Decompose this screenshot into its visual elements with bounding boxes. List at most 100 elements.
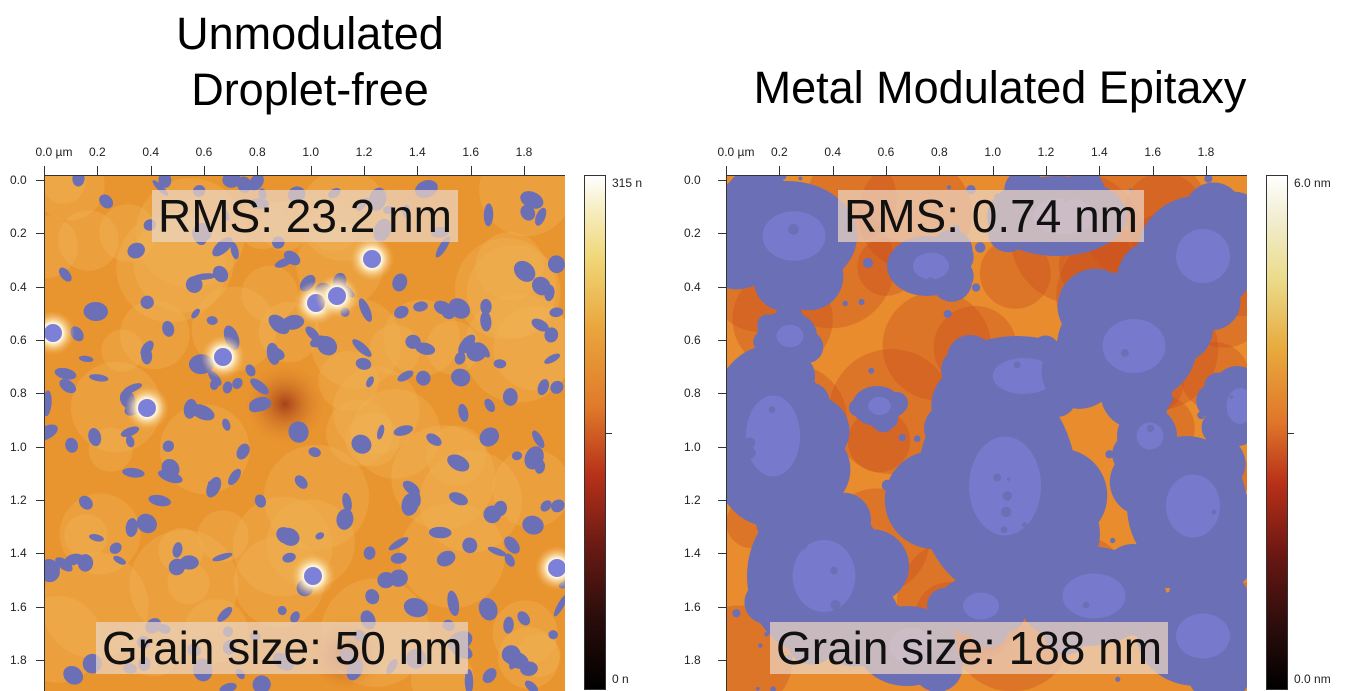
- left-x-tick: [470, 166, 472, 176]
- left-x-tick: [417, 166, 419, 176]
- right-x-tick-label: 1.8: [1197, 145, 1215, 159]
- right-y-tick: [718, 660, 726, 661]
- left-x-tick: [257, 166, 259, 176]
- left-y-tick-label: 1.0: [10, 439, 27, 454]
- right-colorbar: [1266, 175, 1288, 690]
- right-y-tick: [718, 180, 726, 181]
- right-y-tick-label: 1.2: [684, 493, 701, 507]
- left-y-tick: [36, 606, 44, 608]
- right-x-tick: [1152, 166, 1154, 176]
- right-x-tick: [779, 166, 781, 176]
- right-title: Metal Modulated Epitaxy: [753, 62, 1247, 113]
- right-x-tick: [832, 166, 834, 176]
- right-colorbar-mid-tick: [1288, 433, 1294, 434]
- left-x-tick-label: 0.2: [88, 145, 106, 159]
- left-afm-panel: 0.0 µm 0.2 0.4 0.6 0.8 1.0 1.2 1.4 1.6 1.8 0.0 0.2…: [0, 138, 680, 691]
- left-y-tick: [36, 180, 44, 181]
- left-afm-texture: [45, 176, 565, 691]
- left-y-tick-label: 1.8: [10, 653, 27, 667]
- left-y-tick: [36, 233, 44, 235]
- right-y-tick-label: 1.8: [684, 653, 701, 667]
- left-x-tick: [364, 166, 365, 176]
- left-y-tick: [36, 340, 44, 341]
- left-y-tick-label: 1.2: [10, 493, 27, 507]
- left-x-tick: [524, 166, 525, 176]
- left-title-line1: Unmodulated: [176, 8, 444, 59]
- right-x-tick: [939, 166, 941, 176]
- right-x-tick-label: 0.6: [877, 145, 895, 159]
- left-y-tick: [36, 393, 44, 395]
- right-x-tick: [1099, 166, 1101, 176]
- right-x-tick-label: 1.0: [984, 145, 1001, 159]
- right-x-tick-label: 0.4: [824, 145, 841, 159]
- left-x-tick-label: 0.8: [248, 145, 266, 159]
- right-afm-texture: [727, 176, 1247, 691]
- right-x-tick-label: 1.6: [1144, 145, 1161, 159]
- left-x-tick-label: 0.4: [142, 145, 159, 159]
- left-x-tick-label: 1.0: [302, 145, 319, 159]
- left-x-tick: [204, 166, 205, 176]
- right-y-tick-label: 0.8: [684, 386, 701, 401]
- left-y-tick: [36, 500, 44, 501]
- left-rms-label: RMS: 23.2 nm: [152, 190, 458, 242]
- left-x-tick-label: 0.6: [195, 145, 213, 159]
- left-x-tick-label: 0.0 µm: [35, 145, 73, 159]
- left-y-tick-label: 0.0: [10, 173, 27, 187]
- right-afm-image: [726, 175, 1247, 691]
- left-y-tick-label: 1.6: [10, 599, 27, 614]
- right-y-tick: [718, 393, 726, 395]
- left-x-tick-label: 1.6: [462, 145, 479, 159]
- right-x-tick-label: 0.0 µm: [717, 145, 755, 159]
- left-x-tick: [97, 166, 99, 176]
- right-x-tick-label: 1.2: [1037, 145, 1055, 159]
- left-colorbar-mid-tick: [606, 433, 612, 434]
- right-y-tick: [718, 606, 726, 608]
- right-y-tick: [718, 233, 726, 235]
- left-title: Unmodulated Droplet-free: [40, 6, 580, 118]
- right-x-tick: [992, 166, 994, 176]
- right-afm-panel: 0.0 µm 0.2 0.4 0.6 0.8 1.0 1.2 1.4 1.6 1.8 0.0 0.2…: [674, 138, 1349, 691]
- right-y-tick: [718, 500, 726, 501]
- right-colorbar-max: 6.0 nm: [1294, 176, 1331, 190]
- right-y-tick-label: 0.4: [684, 279, 701, 294]
- right-x-tick: [886, 166, 887, 176]
- right-y-tick-label: 0.6: [684, 333, 701, 347]
- left-title-line2: Droplet-free: [191, 64, 429, 115]
- right-colorbar-min: 0.0 nm: [1294, 672, 1331, 686]
- left-y-tick-label: 0.8: [10, 386, 27, 401]
- right-y-tick: [718, 340, 726, 341]
- left-y-tick: [36, 660, 44, 661]
- left-x-tick-label: 1.4: [408, 145, 426, 159]
- left-x-tick: [310, 166, 312, 176]
- right-y-tick: [718, 446, 726, 448]
- right-x-tick: [1046, 166, 1047, 176]
- right-x-tick-label: 0.8: [930, 145, 948, 159]
- right-grain-size-label: Grain size: 188 nm: [770, 622, 1169, 674]
- right-y-tick-label: 0.0: [684, 173, 701, 187]
- right-x-tick: [726, 166, 727, 176]
- right-x-tick-label: 0.2: [770, 145, 788, 159]
- left-x-tick: [44, 166, 45, 176]
- left-x-tick: [150, 166, 152, 176]
- left-y-tick-label: 0.6: [10, 333, 27, 347]
- right-y-tick-label: 1.4: [684, 546, 701, 561]
- right-rms-label: RMS: 0.74 nm: [838, 190, 1144, 242]
- left-grain-size-label: Grain size: 50 nm: [96, 622, 469, 674]
- left-y-tick: [36, 286, 44, 288]
- left-y-tick-label: 0.2: [10, 226, 27, 241]
- left-colorbar: [584, 175, 606, 690]
- left-colorbar-max: 315 n: [612, 176, 643, 190]
- left-afm-image: [44, 175, 565, 691]
- right-y-tick-label: 0.2: [684, 226, 701, 241]
- left-y-tick: [36, 553, 44, 555]
- left-y-tick: [36, 446, 44, 448]
- right-x-tick: [1206, 166, 1207, 176]
- left-y-tick-label: 0.4: [10, 279, 27, 294]
- right-y-tick: [718, 286, 726, 288]
- right-y-tick: [718, 553, 726, 555]
- left-y-tick-label: 1.4: [10, 546, 27, 561]
- right-x-tick-label: 1.4: [1090, 145, 1108, 159]
- left-x-tick-label: 1.2: [355, 145, 373, 159]
- right-y-tick-label: 1.0: [684, 439, 701, 454]
- right-y-tick-label: 1.6: [684, 599, 701, 614]
